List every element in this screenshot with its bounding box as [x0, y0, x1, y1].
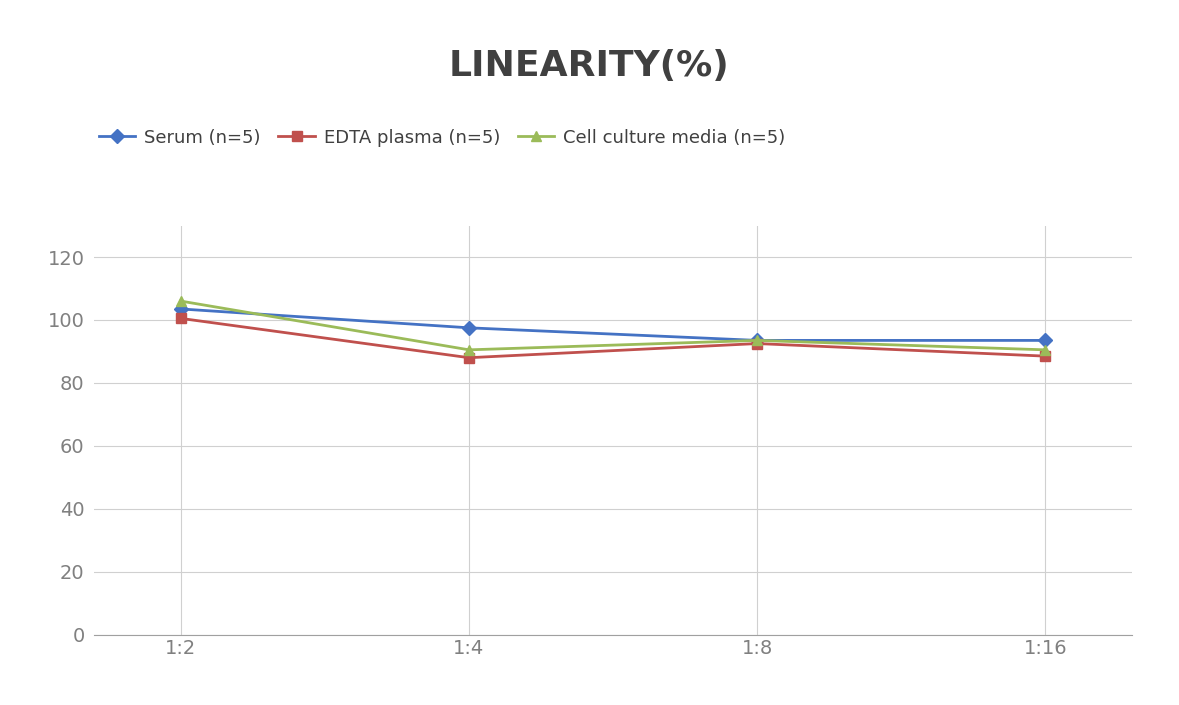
- Cell culture media (n=5): [1039, 345, 1053, 354]
- Serum (n=5): [1039, 336, 1053, 345]
- Legend: Serum (n=5), EDTA plasma (n=5), Cell culture media (n=5): Serum (n=5), EDTA plasma (n=5), Cell cul…: [92, 122, 792, 154]
- EDTA plasma (n=5): [173, 314, 187, 323]
- Line: Cell culture media (n=5): Cell culture media (n=5): [176, 296, 1050, 355]
- Cell culture media (n=5): [462, 345, 476, 354]
- EDTA plasma (n=5): [1039, 352, 1053, 360]
- Serum (n=5): [462, 324, 476, 332]
- Line: Serum (n=5): Serum (n=5): [176, 304, 1050, 345]
- Text: LINEARITY(%): LINEARITY(%): [449, 49, 730, 83]
- EDTA plasma (n=5): [750, 339, 764, 348]
- Cell culture media (n=5): [750, 336, 764, 345]
- EDTA plasma (n=5): [462, 353, 476, 362]
- Serum (n=5): [750, 336, 764, 345]
- Cell culture media (n=5): [173, 297, 187, 305]
- Serum (n=5): [173, 305, 187, 313]
- Line: EDTA plasma (n=5): EDTA plasma (n=5): [176, 314, 1050, 362]
